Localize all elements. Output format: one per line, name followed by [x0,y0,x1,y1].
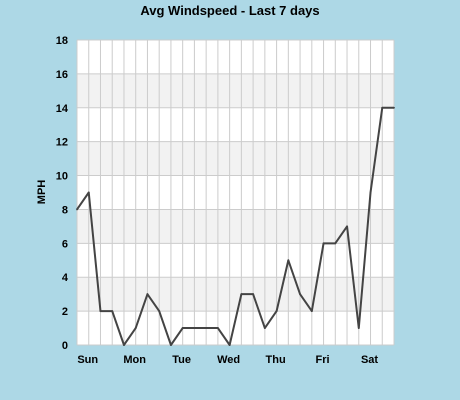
data-point [369,191,372,194]
y-tick-label: 16 [56,69,68,81]
data-point [134,327,137,329]
data-point [216,327,219,329]
windspeed-line [76,106,394,346]
data-point [346,225,348,228]
x-tick-label: Thu [266,354,286,366]
data-point [205,327,208,329]
y-tick-label: 2 [62,306,68,318]
x-tick-label: Sun [77,354,98,366]
x-tick-label: Wed [217,354,240,366]
y-tick-label: 6 [62,238,68,250]
plot-band [77,73,394,108]
data-point [181,327,184,329]
data-point [193,327,196,329]
data-point [310,310,313,313]
data-point [275,310,278,313]
data-point [228,344,231,346]
grid-lines [76,39,395,346]
plot-band [77,277,394,312]
data-point [111,310,114,313]
data-point [158,310,161,313]
data-point [263,327,266,329]
data-point [99,310,102,313]
plot-area [77,40,394,345]
x-tick-label: Sat [361,354,378,366]
y-tick-label: 12 [56,137,68,149]
data-point [334,242,337,245]
x-tick-label: Fri [316,354,330,366]
data-point [322,242,325,245]
data-point [87,191,90,194]
chart-title: Avg Windspeed - Last 7 days [140,3,319,18]
y-axis-ticks: 0 2 4 6 8 10 12 14 16 18 [56,35,69,352]
y-tick-label: 0 [62,340,68,352]
y-tick-label: 10 [56,171,68,183]
x-axis-ticks: Sun Mon Tue Wed Thu Fri Sat [77,354,378,366]
data-point [240,293,243,296]
data-point [299,293,301,296]
data-point [381,106,384,109]
data-series [76,106,395,346]
plot-band [77,209,394,244]
data-point [252,293,255,296]
data-point [287,259,290,262]
plot-band [77,141,394,176]
data-point [76,208,78,211]
x-tick-label: Mon [123,354,146,366]
y-tick-label: 18 [56,35,68,47]
data-point [146,293,149,296]
y-tick-label: 4 [62,272,69,284]
y-tick-label: 8 [62,204,68,216]
data-point [357,327,360,329]
data-point [123,344,125,346]
y-axis-label: MPH [36,180,48,205]
y-tick-label: 14 [56,103,69,115]
data-point [393,106,395,109]
data-point [170,344,172,346]
x-tick-label: Tue [172,354,191,366]
